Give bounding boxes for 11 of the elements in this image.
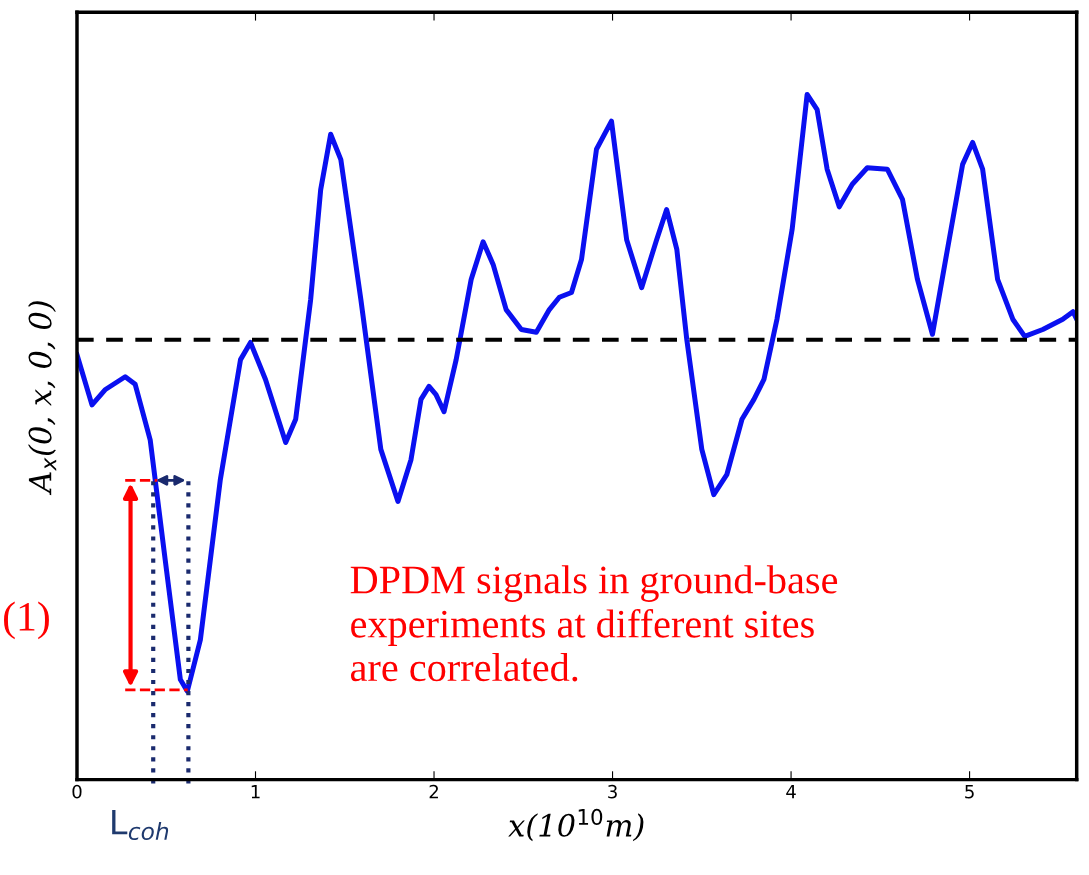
y-axis-title: A$_{x}$(0, x, 0, 0): [27, 301, 57, 496]
x-tick-label: 0: [72, 784, 82, 799]
x-tick-label: 2: [429, 784, 438, 799]
annotation: DPDM signals in ground-base experiments at different sites are correlated.: [350, 565, 838, 682]
x-tick-label: 5: [965, 785, 974, 799]
x-tick-label: 4: [786, 785, 796, 799]
x-axis-title: x(10$^{10}$m): [508, 808, 644, 842]
text: L$_{coh}$: [112, 809, 169, 841]
text: (1): [4, 601, 49, 640]
x-tick-label: 1: [251, 785, 260, 799]
x-tick-label: 3: [608, 784, 617, 799]
